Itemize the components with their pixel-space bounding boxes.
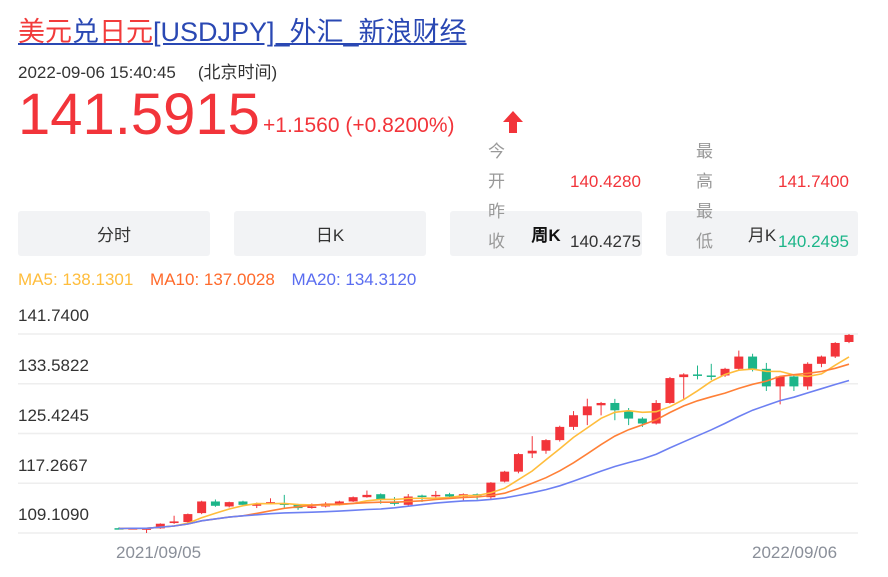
candle-body <box>128 528 138 530</box>
period-tabs: 分时 日K 周K 月K <box>18 211 858 256</box>
candle-body <box>803 363 813 387</box>
candle-body <box>169 521 179 524</box>
ma-line-ma20 <box>118 379 850 530</box>
candle-body <box>513 454 523 472</box>
candle-body <box>114 528 124 530</box>
timezone: (北京时间) <box>197 63 278 82</box>
stats-left: 今开 140.4280 昨收 140.4275 <box>488 137 641 257</box>
datetime: 2022-09-06 15:40:45 <box>18 63 176 82</box>
candle-body <box>321 503 331 507</box>
candle-body <box>362 494 372 498</box>
candle-body <box>651 402 661 424</box>
candle-body <box>210 501 220 506</box>
candle-body <box>541 440 551 451</box>
candle-body <box>734 356 744 369</box>
tab-daily-k[interactable]: 日K <box>234 211 426 256</box>
candle-body <box>596 402 606 406</box>
candle-body <box>266 502 276 504</box>
candle-body <box>431 494 441 497</box>
candle-body <box>155 523 165 529</box>
ma-legend: MA5: 138.1301 MA10: 137.0028 MA20: 134.3… <box>18 270 428 290</box>
tab-intraday[interactable]: 分时 <box>18 211 210 256</box>
candle-body <box>142 528 152 530</box>
candle-body <box>761 368 771 387</box>
candle-body <box>775 376 785 387</box>
candle-body <box>197 501 207 514</box>
candle-body <box>748 356 758 369</box>
prev-close-value: 140.4275 <box>570 232 641 251</box>
prev-close-label: 昨收 <box>488 202 523 251</box>
candle-body <box>527 450 537 454</box>
high-label: 最高 <box>696 142 731 191</box>
candle-body <box>830 342 840 357</box>
x-tick-label: 2021/09/05 <box>116 543 202 562</box>
candle-body <box>307 506 317 508</box>
stats-right: 最高 141.7400 最低 140.2495 <box>696 137 849 257</box>
y-tick-label: 141.7400 <box>18 306 89 325</box>
candle-body <box>334 501 344 505</box>
candle-body <box>500 471 510 482</box>
x-tick-label: 2022/09/06 <box>752 543 838 562</box>
candle-body <box>692 374 702 376</box>
tab-monthly-k[interactable]: 月K <box>666 211 858 256</box>
arrow-up-icon <box>503 111 523 133</box>
candle-body <box>637 418 647 424</box>
candle-body <box>706 375 716 377</box>
candle-body <box>348 497 358 502</box>
candle-body <box>582 406 592 416</box>
candle-body <box>183 514 193 523</box>
candle-body <box>486 482 496 498</box>
candle-body <box>720 368 730 376</box>
kline-chart[interactable] <box>0 300 888 540</box>
candle-body <box>789 376 799 387</box>
candle-body <box>252 503 262 506</box>
y-tick-label: 125.4245 <box>18 406 89 425</box>
candle-body <box>665 378 675 403</box>
y-tick-label: 109.1090 <box>18 505 89 524</box>
candle-body <box>417 495 427 498</box>
candle-body <box>389 501 399 504</box>
candle-body <box>458 494 468 497</box>
candle-body <box>403 496 413 505</box>
candle-body <box>844 334 854 342</box>
quote-time: 2022-09-06 15:40:45 (北京时间) <box>18 58 277 83</box>
ma-line-ma10 <box>118 363 850 530</box>
open-value: 140.4280 <box>570 172 641 191</box>
title-part[interactable]: [USDJPY]_外汇_新浪财经 <box>153 17 467 47</box>
candle-body <box>238 501 248 505</box>
candle-body <box>679 374 689 378</box>
candle-body <box>445 494 455 497</box>
y-tick-label: 117.2667 <box>18 456 88 475</box>
title-part[interactable]: 兑 <box>72 17 99 47</box>
ma20-value: MA20: 134.3120 <box>291 270 417 289</box>
candle-body <box>610 402 620 411</box>
low-value: 140.2495 <box>778 232 849 251</box>
y-tick-label: 133.5822 <box>18 356 89 375</box>
low-label: 最低 <box>696 202 731 251</box>
current-price: 141.5915 <box>18 82 260 147</box>
page-title[interactable]: 美元兑日元[USDJPY]_外汇_新浪财经 <box>18 10 467 49</box>
ma10-value: MA10: 137.0028 <box>150 270 275 289</box>
tab-weekly-k[interactable]: 周K <box>450 211 642 256</box>
candle-body <box>816 356 826 364</box>
title-part[interactable]: 美元 <box>18 17 72 47</box>
price-change: +1.1560 (+0.8200%) <box>263 114 455 137</box>
candle-body <box>376 494 386 500</box>
high-value: 141.7400 <box>778 172 849 191</box>
candle-body <box>569 415 579 427</box>
candle-body <box>624 410 634 419</box>
candle-body <box>293 504 303 509</box>
open-label: 今开 <box>488 142 523 191</box>
candle-body <box>472 494 482 496</box>
candle-body <box>279 503 289 505</box>
candle-body <box>555 426 565 441</box>
ma5-value: MA5: 138.1301 <box>18 270 134 289</box>
ma-line-ma5 <box>118 356 850 530</box>
title-part[interactable]: 日元 <box>99 17 153 47</box>
candle-body <box>224 502 234 507</box>
